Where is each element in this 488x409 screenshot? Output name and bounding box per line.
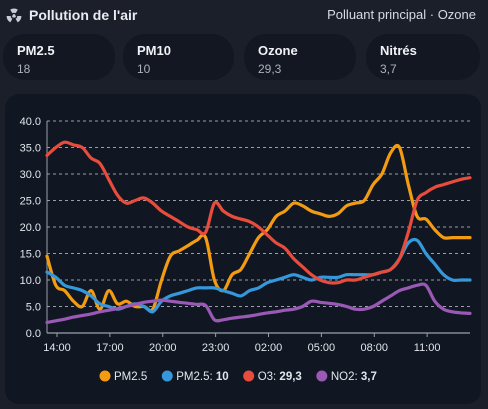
y-tick-label: 10.0 bbox=[20, 275, 41, 287]
legend-series-name: O3: bbox=[258, 371, 280, 383]
card-label: Ozone bbox=[258, 43, 298, 58]
legend-series-name: PM2.5 bbox=[114, 371, 147, 383]
card-value: 10 bbox=[137, 62, 151, 76]
card-value: 29,3 bbox=[258, 62, 282, 76]
page-title: Pollution de l'air bbox=[29, 7, 138, 23]
legend-label: O3: 29,3 bbox=[258, 371, 302, 383]
legend-swatch bbox=[316, 370, 328, 382]
legend-item[interactable]: PM2.5: 10 bbox=[161, 370, 229, 384]
x-tick-label: 23:00 bbox=[202, 342, 230, 354]
card-value: 3,7 bbox=[380, 62, 397, 76]
card-value: 18 bbox=[17, 62, 31, 76]
x-tick-label: 20:00 bbox=[149, 342, 177, 354]
sensor-card-pm25[interactable]: PM2.5 18 bbox=[3, 34, 115, 80]
legend-swatch bbox=[243, 370, 255, 382]
card-label: PM2.5 bbox=[17, 43, 55, 58]
legend-swatch bbox=[99, 370, 111, 382]
y-tick-label: 25.0 bbox=[20, 196, 41, 208]
y-tick-label: 40.0 bbox=[20, 116, 41, 128]
card-label: PM10 bbox=[137, 43, 171, 58]
x-tick-label: 14:00 bbox=[43, 342, 71, 354]
x-axis: 14:00 17:00 20:00 23:00 02:00 05:00 08:00 11:00 bbox=[43, 333, 440, 354]
radiation-icon bbox=[6, 8, 22, 23]
x-tick-label: 11:00 bbox=[414, 342, 441, 354]
legend-series-value: 10 bbox=[216, 371, 229, 383]
y-tick-label: 15.0 bbox=[20, 249, 41, 261]
x-tick-label: 05:00 bbox=[308, 342, 336, 354]
x-tick-label: 08:00 bbox=[360, 342, 388, 354]
card-header: Pollution de l'air Polluant principal · … bbox=[0, 0, 488, 32]
series-line-no2-3 bbox=[45, 282, 472, 324]
y-tick-label: 30.0 bbox=[20, 169, 41, 181]
legend-series-value: 29,3 bbox=[279, 371, 301, 383]
legend-label: PM2.5: 10 bbox=[176, 371, 228, 383]
y-axis: 0.0 5.0 10.0 15.0 20.0 25.0 30.0 35.0 40.0 bbox=[20, 116, 41, 340]
legend-item[interactable]: PM2.5 bbox=[99, 370, 148, 384]
history-chart[interactable]: 0.0 5.0 10.0 15.0 20.0 25.0 30.0 35.0 40.0 14:00… bbox=[5, 94, 481, 404]
card-label: Nitrés bbox=[380, 43, 417, 58]
history-chart-panel: 0.0 5.0 10.0 15.0 20.0 25.0 30.0 35.0 40.0 14:00… bbox=[5, 94, 481, 404]
legend-label: PM2.5 bbox=[114, 371, 147, 383]
series-line-o3-2 bbox=[45, 140, 472, 285]
y-tick-label: 5.0 bbox=[26, 302, 41, 314]
main-pollutant-label: Polluant principal · Ozone bbox=[327, 7, 476, 22]
sensor-card-nitrates[interactable]: Nitrés 3,7 bbox=[366, 34, 480, 80]
legend-series-value: 3,7 bbox=[361, 371, 377, 383]
y-tick-label: 20.0 bbox=[20, 222, 41, 234]
sensor-card-pm10[interactable]: PM10 10 bbox=[123, 34, 234, 80]
legend-item[interactable]: O3: 29,3 bbox=[243, 370, 302, 384]
series-line-pm25-0 bbox=[45, 143, 472, 313]
chart-series bbox=[45, 140, 472, 324]
y-tick-label: 35.0 bbox=[20, 143, 41, 155]
legend-swatch bbox=[161, 370, 173, 382]
legend-series-name: NO2: bbox=[331, 371, 361, 383]
legend-series-name: PM2.5: bbox=[176, 371, 216, 383]
series-line-pm25-1 bbox=[45, 237, 472, 314]
legend-label: NO2: 3,7 bbox=[331, 371, 377, 383]
x-tick-label: 02:00 bbox=[255, 342, 283, 354]
chart-legend[interactable]: PM2.5 PM2.5: 10 O3: 29,3 NO2: 3,7 bbox=[99, 370, 377, 384]
legend-item[interactable]: NO2: 3,7 bbox=[316, 370, 377, 384]
y-tick-label: 0.0 bbox=[26, 328, 41, 340]
sensor-card-ozone[interactable]: Ozone 29,3 bbox=[244, 34, 356, 80]
x-tick-label: 17:00 bbox=[96, 342, 124, 354]
